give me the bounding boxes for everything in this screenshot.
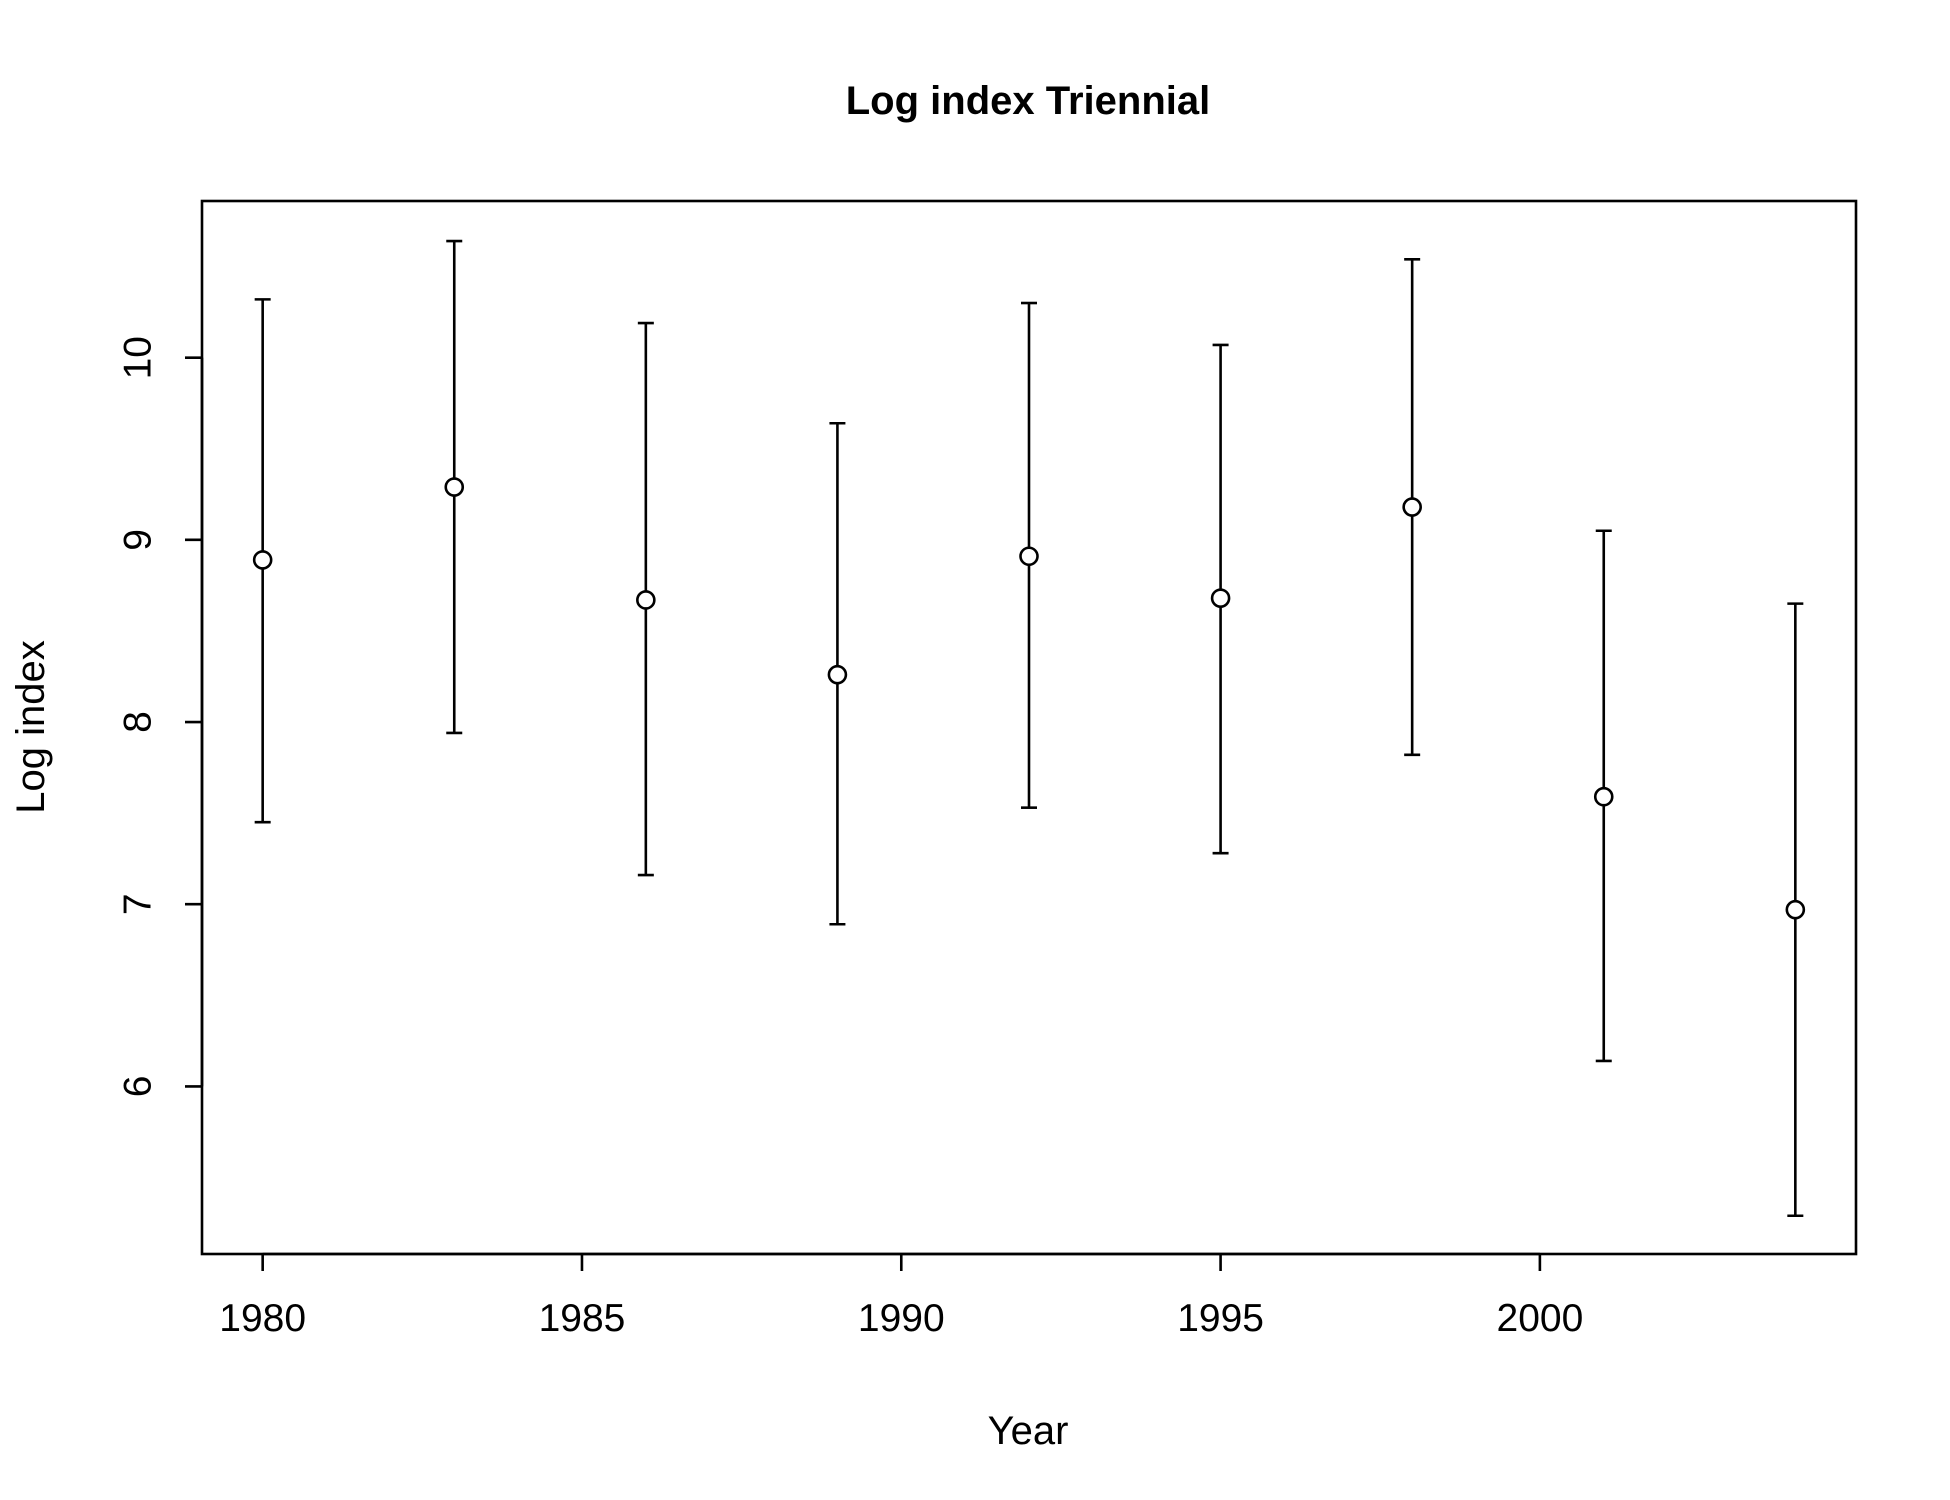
y-axis-label: Log index	[9, 640, 53, 813]
y-tick-label: 6	[116, 1076, 159, 1098]
x-tick-label: 1985	[539, 1297, 626, 1340]
y-tick-label: 10	[116, 336, 159, 379]
data-point	[1593, 786, 1614, 807]
y-axis: 6 7 8 9 10	[116, 336, 204, 1098]
x-tick-label: 1990	[858, 1297, 945, 1340]
data-point	[636, 590, 656, 610]
data-point-group	[1785, 602, 1806, 1218]
y-tick-label: 8	[116, 711, 159, 733]
data-point	[1785, 899, 1806, 920]
data-series	[252, 239, 1806, 1218]
data-point-group	[636, 321, 656, 877]
data-point	[827, 664, 848, 685]
x-tick-label: 1980	[219, 1297, 306, 1340]
x-axis-label: Year	[988, 1409, 1069, 1453]
x-axis: 1980 1985 1990 1995 2000	[219, 1252, 1584, 1340]
chart-title: Log index Triennial	[846, 79, 1211, 123]
data-point	[1402, 497, 1422, 517]
x-tick-label: 2000	[1497, 1297, 1584, 1340]
data-point-group	[1019, 301, 1039, 809]
data-point-group	[1402, 257, 1422, 757]
y-tick-label: 9	[116, 529, 159, 551]
data-point	[1019, 546, 1039, 567]
x-tick-label: 1995	[1177, 1297, 1264, 1340]
data-point-group	[1210, 343, 1231, 855]
y-tick-label: 7	[116, 893, 159, 915]
data-point	[252, 550, 273, 570]
data-point	[444, 477, 465, 497]
data-point-group	[252, 298, 273, 824]
data-point-group	[1593, 529, 1614, 1063]
data-point	[1210, 588, 1231, 608]
data-point-group	[444, 239, 465, 735]
data-point-group	[827, 421, 848, 926]
